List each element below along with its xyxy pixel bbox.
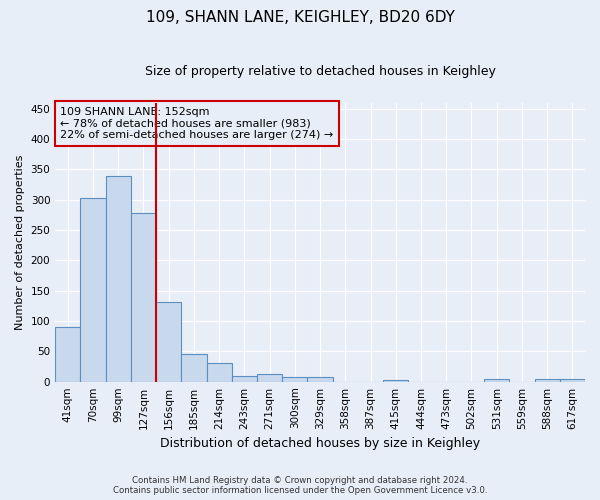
Bar	[181, 354, 206, 382]
Bar	[206, 363, 232, 382]
Bar	[55, 327, 80, 382]
Y-axis label: Number of detached properties: Number of detached properties	[15, 154, 25, 330]
Bar	[257, 374, 282, 382]
Bar	[383, 380, 409, 382]
Text: Contains HM Land Registry data © Crown copyright and database right 2024.
Contai: Contains HM Land Registry data © Crown c…	[113, 476, 487, 495]
Bar	[80, 198, 106, 382]
Title: Size of property relative to detached houses in Keighley: Size of property relative to detached ho…	[145, 65, 496, 78]
Bar	[484, 380, 509, 382]
Bar	[131, 213, 156, 382]
Bar	[232, 376, 257, 382]
Bar	[156, 302, 181, 382]
Bar	[282, 378, 307, 382]
Text: 109, SHANN LANE, KEIGHLEY, BD20 6DY: 109, SHANN LANE, KEIGHLEY, BD20 6DY	[146, 10, 454, 25]
Bar	[535, 378, 560, 382]
X-axis label: Distribution of detached houses by size in Keighley: Distribution of detached houses by size …	[160, 437, 480, 450]
Bar	[106, 176, 131, 382]
Text: 109 SHANN LANE: 152sqm
← 78% of detached houses are smaller (983)
22% of semi-de: 109 SHANN LANE: 152sqm ← 78% of detached…	[61, 107, 334, 140]
Bar	[560, 380, 585, 382]
Bar	[307, 377, 332, 382]
